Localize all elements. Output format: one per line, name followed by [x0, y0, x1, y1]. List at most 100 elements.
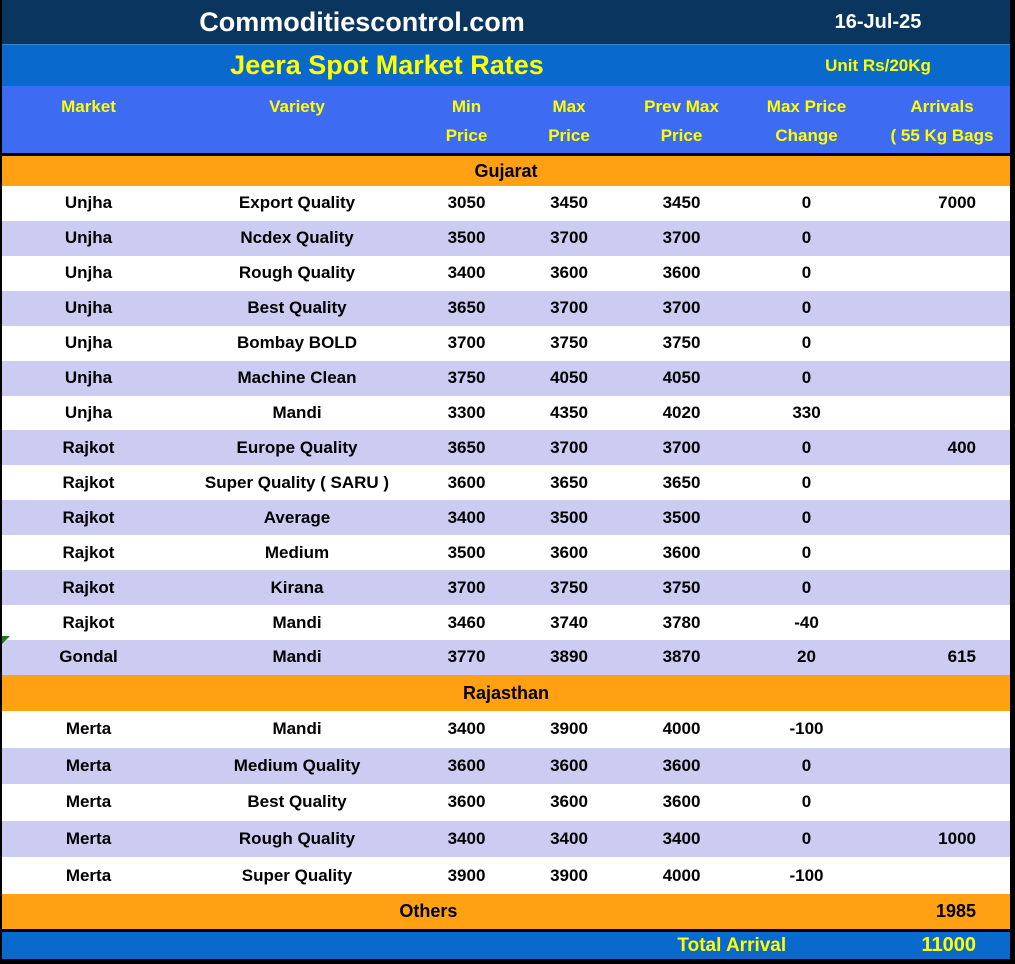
cell-max-price: 3500 — [550, 507, 588, 527]
cell-prev-max-price: 4050 — [662, 368, 701, 388]
column-header-line: Min — [451, 97, 482, 116]
cell-max-price-change: 0 — [801, 542, 812, 562]
cell-max-price-change: 0 — [801, 577, 812, 597]
cell-max-price: 3450 — [550, 193, 588, 213]
others-arrivals: 1985 — [935, 901, 976, 921]
cell-prev-max-price: 3400 — [662, 829, 701, 849]
brand-title: Commoditiescontrol.com — [199, 7, 525, 37]
cell-min-price: 3050 — [447, 193, 486, 213]
cell-min-price: 3460 — [447, 612, 486, 632]
top-bar: Commoditiescontrol.com 16-Jul-25 — [2, 0, 1010, 44]
cell-variety: Kirana — [270, 577, 324, 597]
cell-variety: Super Quality — [241, 865, 353, 885]
cell-max-price-change: 330 — [792, 402, 821, 422]
comment-marker-icon — [2, 635, 10, 644]
cell-max-price: 3700 — [550, 437, 588, 457]
column-header-market: Market — [2, 86, 175, 153]
cell-market: Rajkot — [62, 472, 115, 492]
column-header-max-price-change: Max Price Change — [739, 86, 874, 153]
cell-max-price: 3600 — [550, 263, 588, 283]
cell-variety: Best Quality — [247, 298, 347, 318]
cell-prev-max-price: 3750 — [662, 577, 701, 597]
cell-max-price: 3740 — [550, 612, 588, 632]
cell-max-price-change: 0 — [801, 263, 812, 283]
table-row: Rajkot Super Quality ( SARU ) 3600 3650 3650… — [2, 465, 1010, 501]
cell-prev-max-price: 4000 — [662, 719, 701, 739]
table-row: Merta Mandi 3400 3900 4000 -100 — [2, 711, 1010, 748]
cell-max-price: 3900 — [550, 865, 588, 885]
cell-market: Merta — [65, 865, 112, 885]
table-row: Unjha Mandi 3300 4350 4020 330 — [2, 395, 1010, 431]
column-header-line: Market — [61, 97, 116, 116]
cell-min-price: 3400 — [447, 829, 486, 849]
cell-market: Rajkot — [62, 437, 115, 457]
cell-max-price: 3600 — [550, 542, 588, 562]
cell-variety: Mandi — [272, 612, 322, 632]
footer-divider — [2, 929, 1010, 932]
cell-variety: Medium — [264, 542, 330, 562]
table-row: Unjha Best Quality 3650 3700 3700 0 — [2, 290, 1010, 326]
others-label: Others — [399, 901, 458, 921]
column-header-line: Max Price — [766, 97, 847, 116]
cell-arrivals: 400 — [947, 437, 976, 457]
cell-min-price: 3750 — [447, 368, 486, 388]
table-row: Unjha Rough Quality 3400 3600 3600 0 — [2, 255, 1010, 291]
cell-max-price-change: 0 — [801, 437, 812, 457]
cell-max-price-change: 0 — [801, 507, 812, 527]
table-row: Rajkot Medium 3500 3600 3600 0 — [2, 535, 1010, 571]
cell-max-price: 3650 — [550, 472, 588, 492]
cell-max-price: 4350 — [550, 402, 588, 422]
cell-arrivals: 615 — [947, 647, 976, 667]
cell-min-price: 3300 — [447, 402, 486, 422]
cell-min-price: 3600 — [447, 792, 486, 812]
column-header-row: Market Variety Min Price Max Price Prev Max Pri… — [2, 86, 1010, 153]
cell-min-price: 3700 — [447, 577, 486, 597]
table-row: Merta Medium Quality 3600 3600 3600 0 — [2, 747, 1010, 785]
column-header-prev-max-price: Prev Max Price — [624, 86, 739, 153]
section-bar-rajasthan: Rajasthan — [2, 675, 1010, 711]
cell-prev-max-price: 3700 — [662, 228, 701, 248]
cell-max-price-change: 0 — [801, 228, 812, 248]
cell-prev-max-price: 3700 — [662, 298, 701, 318]
cell-variety: Average — [263, 507, 331, 527]
cell-min-price: 3500 — [447, 228, 486, 248]
cell-min-price: 3770 — [447, 647, 486, 667]
cell-max-price: 3750 — [550, 577, 588, 597]
table-row: Rajkot Mandi 3460 3740 3780 -40 — [2, 605, 1010, 640]
cell-variety: Mandi — [272, 647, 322, 667]
cell-max-price-change: 0 — [801, 792, 812, 812]
total-arrival-label: Total Arrival — [677, 935, 787, 956]
cell-min-price: 3600 — [447, 755, 486, 775]
column-header-line: Arrivals — [910, 97, 974, 116]
cell-min-price: 3400 — [447, 507, 486, 527]
table-row: Merta Rough Quality 3400 3400 3400 0 1000 — [2, 820, 1010, 858]
cell-market: Unjha — [64, 402, 113, 422]
cell-max-price: 3600 — [550, 755, 588, 775]
table-row: Rajkot Europe Quality 3650 3700 3700 0 400 — [2, 430, 1010, 466]
cell-max-price: 3700 — [550, 298, 588, 318]
cell-max-price-change: 0 — [801, 829, 812, 849]
cell-market: Gondal — [59, 647, 118, 667]
cell-max-price: 3400 — [550, 829, 588, 849]
cell-max-price: 3700 — [550, 228, 588, 248]
cell-max-price-change: -100 — [789, 865, 824, 885]
total-arrival-value: 11000 — [921, 934, 976, 956]
cell-variety: Export Quality — [238, 193, 356, 213]
cell-market: Rajkot — [62, 542, 115, 562]
table-row: Merta Best Quality 3600 3600 3600 0 — [2, 784, 1010, 821]
cell-variety: Ncdex Quality — [240, 228, 354, 248]
cell-prev-max-price: 4000 — [662, 865, 701, 885]
cell-prev-max-price: 3750 — [662, 333, 701, 353]
cell-prev-max-price: 4020 — [662, 402, 701, 422]
table-row: Unjha Export Quality 3050 3450 3450 0 7000 — [2, 186, 1010, 221]
footer-bar: Total Arrival 11000 — [2, 932, 1010, 959]
cell-variety: Super Quality ( SARU ) — [204, 472, 390, 492]
title-bar: Jeera Spot Market Rates Unit Rs/20Kg — [2, 44, 1010, 86]
cell-variety: Rough Quality — [238, 829, 356, 849]
cell-max-price: 4050 — [550, 368, 588, 388]
cell-market: Rajkot — [62, 577, 115, 597]
cell-arrivals: 7000 — [938, 193, 976, 213]
cell-min-price: 3700 — [447, 333, 486, 353]
cell-max-price-change: 0 — [801, 368, 812, 388]
